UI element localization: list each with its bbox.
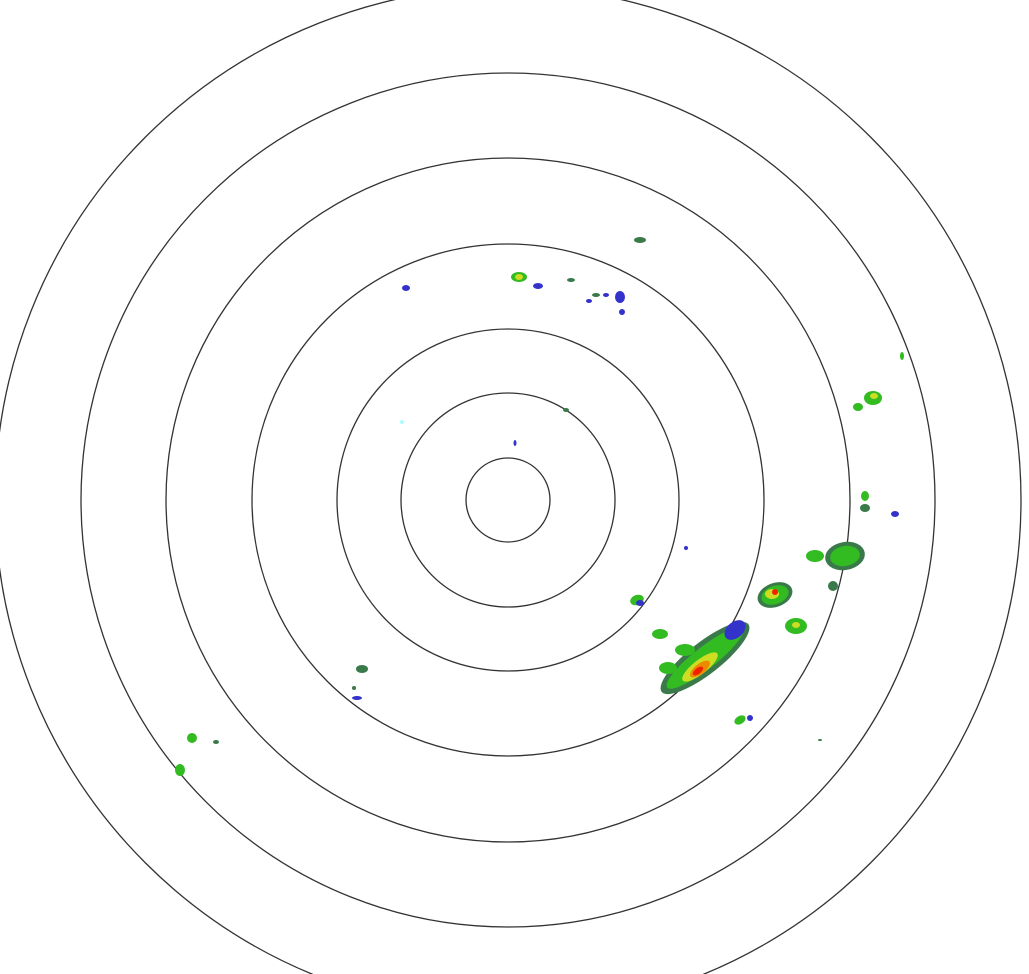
echo-moderate: [652, 629, 668, 639]
echo-moderate: [830, 545, 860, 567]
range-ring-1: [465, 457, 551, 543]
echo-light: [586, 299, 592, 303]
echo-light: [724, 620, 746, 640]
range-ring-6: [80, 72, 936, 928]
precipitation-echoes: [175, 237, 904, 776]
echo-clutter: [400, 420, 404, 424]
echo-weak: [828, 581, 838, 591]
echo-light: [747, 715, 753, 721]
echo-weak: [356, 665, 368, 673]
range-ring-3: [336, 328, 680, 672]
range-ring-4: [251, 243, 765, 757]
echo-moderate: [853, 403, 863, 411]
echo-light: [636, 600, 644, 606]
echo-moderate: [900, 352, 904, 360]
echo-heavy: [870, 393, 878, 399]
echo-weak: [860, 504, 870, 512]
echo-heavy: [792, 622, 800, 628]
echo-moderate: [175, 764, 185, 776]
echo-light: [603, 293, 609, 297]
echo-heavy: [515, 274, 523, 280]
echo-light: [513, 440, 517, 446]
echo-light: [619, 309, 625, 315]
echo-weak: [567, 278, 575, 282]
echo-moderate: [861, 491, 869, 501]
echo-moderate: [675, 644, 695, 656]
echo-extreme: [692, 666, 704, 676]
echo-light: [402, 285, 410, 291]
echo-light: [352, 696, 362, 700]
echo-weak: [352, 686, 356, 690]
echo-light: [533, 283, 543, 289]
echo-light: [891, 511, 899, 517]
echo-moderate: [806, 550, 824, 562]
echo-light: [684, 546, 688, 550]
range-ring-5: [165, 157, 851, 843]
echo-weak: [563, 408, 569, 412]
echo-moderate: [734, 715, 746, 725]
echo-light: [615, 291, 625, 303]
range-ring-2: [400, 392, 616, 608]
echo-moderate: [187, 733, 197, 743]
echo-weak: [592, 293, 600, 297]
echo-extreme: [772, 589, 778, 595]
echo-moderate: [659, 662, 677, 674]
echo-weak: [818, 739, 822, 741]
echo-weak: [634, 237, 646, 243]
echo-weak: [213, 740, 219, 744]
